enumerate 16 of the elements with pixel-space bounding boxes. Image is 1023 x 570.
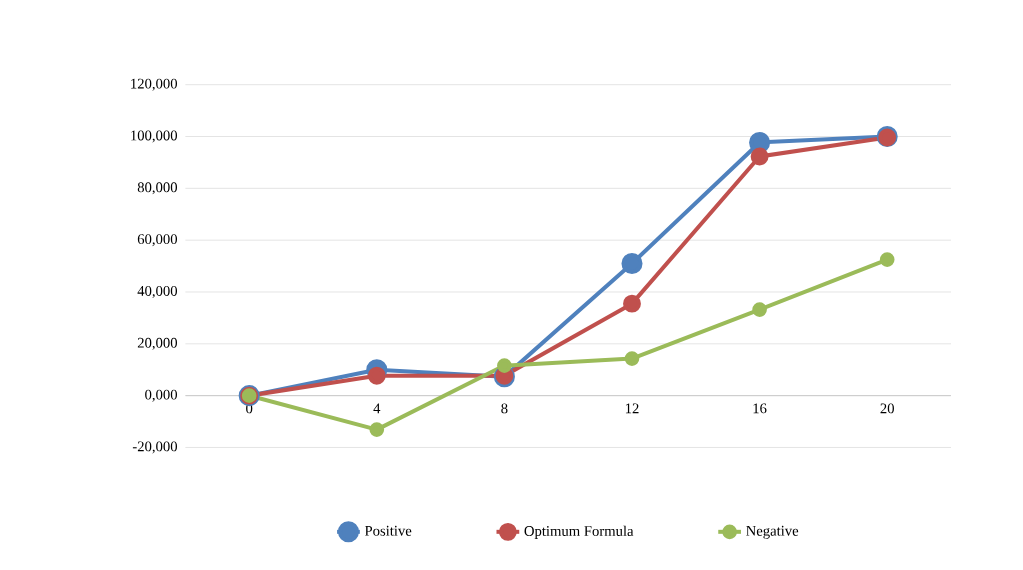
x-tick-label: 8 [501, 403, 508, 414]
x-tick-label: 12 [625, 403, 639, 414]
y-tick-label: 100,000 [131, 130, 178, 143]
y-tick-label: 20,000 [137, 338, 178, 351]
y-tick-label: 40,000 [137, 286, 178, 299]
legend-label: Negative [746, 526, 799, 539]
x-tick-label: 4 [373, 403, 381, 414]
y-tick-label: 0,000 [145, 389, 178, 402]
legend-label: Positive [364, 526, 412, 536]
y-tick-label: 120,000 [131, 78, 178, 91]
legend-label: Optimum Formula [524, 525, 634, 540]
y-tick-label: 80,000 [137, 182, 178, 195]
x-tick-label: 16 [753, 403, 767, 414]
y-tick-label: 60,000 [137, 234, 178, 247]
y-tick-label: -20,000 [132, 441, 178, 454]
x-tick-label: 20 [880, 403, 894, 414]
